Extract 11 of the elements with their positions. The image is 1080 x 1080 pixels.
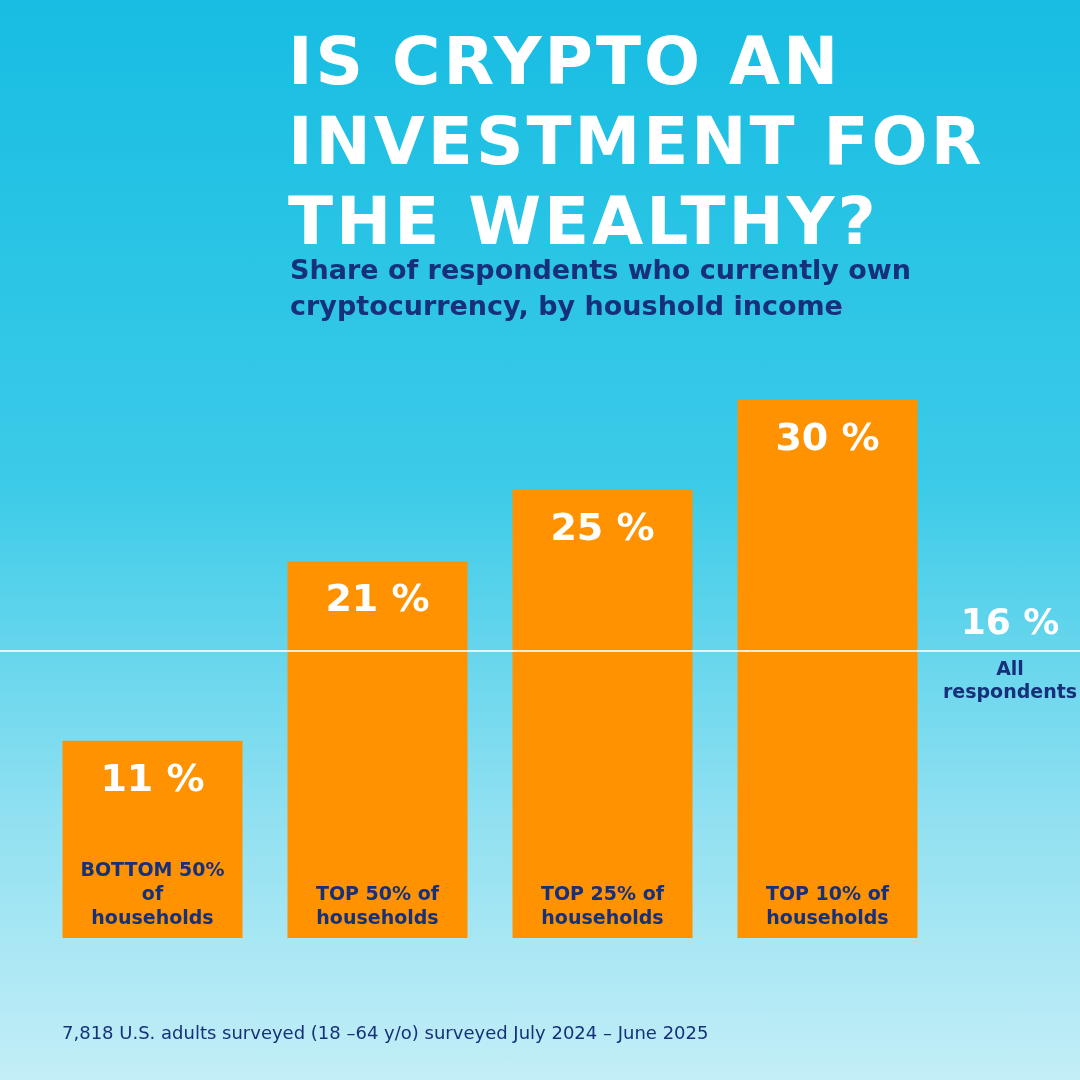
x-tick-label: TOP 10% of households [765,882,890,928]
ref-line-label: All respondents [942,657,1078,703]
data-label: 11 % [100,755,205,800]
annotation: 16 % [960,601,1060,643]
data-label: 30 % [775,414,880,459]
data-label: 21 % [325,576,430,621]
x-tick-label: BOTTOM 50% of households [80,858,225,928]
x-tick-label: TOP 50% of households [315,882,440,928]
x-tick-label: TOP 25% of households [540,882,665,928]
data-label: 25 % [550,504,655,549]
text: 7,818 U.S. adults surveyed (18 –64 y/o) surveyed July 2024 – June 2025 [62,1022,709,1043]
